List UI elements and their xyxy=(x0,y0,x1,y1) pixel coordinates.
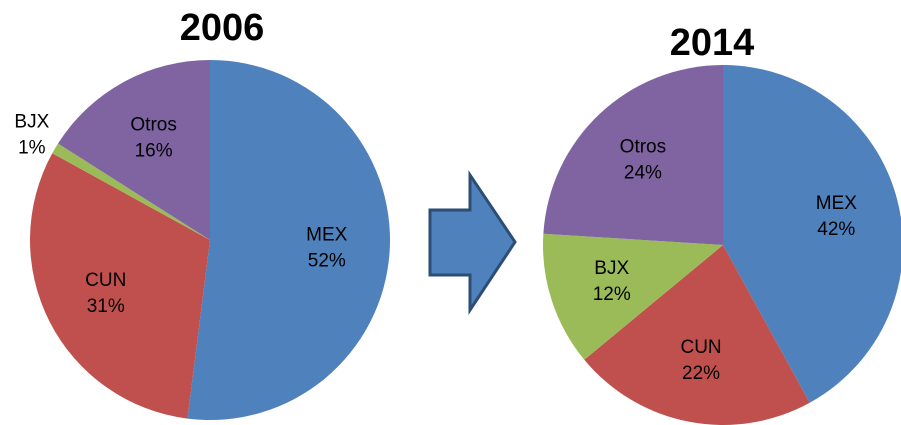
slice-name: CUN xyxy=(85,270,126,291)
slice-percent: 12% xyxy=(593,284,631,305)
slice-name: MEX xyxy=(306,224,348,245)
slice-name: MEX xyxy=(816,193,858,214)
pie-slice xyxy=(723,65,901,403)
slice-name: BJX xyxy=(14,112,49,133)
slice-name: Otros xyxy=(130,114,176,135)
pie-slice xyxy=(58,60,211,240)
chart-title: 2014 xyxy=(670,22,755,64)
chart-title: 2006 xyxy=(180,7,265,49)
slice-percent: 24% xyxy=(624,163,662,184)
slice-percent: 16% xyxy=(135,140,173,161)
slice-percent: 52% xyxy=(308,250,346,271)
slice-percent: 1% xyxy=(18,138,46,159)
pie-slice xyxy=(187,60,390,420)
slice-percent: 31% xyxy=(87,296,125,317)
slice-name: Otros xyxy=(620,137,666,158)
arrow xyxy=(428,170,517,315)
pie-slice xyxy=(584,245,810,425)
slice-percent: 42% xyxy=(817,219,855,240)
pie-slice xyxy=(543,233,723,360)
pie-slice xyxy=(52,143,210,240)
slice-name: BJX xyxy=(594,258,629,279)
slice-name: CUN xyxy=(680,337,721,358)
slice-percent: 22% xyxy=(682,363,720,384)
pie-slice xyxy=(29,153,210,419)
pie-slice xyxy=(543,65,723,245)
